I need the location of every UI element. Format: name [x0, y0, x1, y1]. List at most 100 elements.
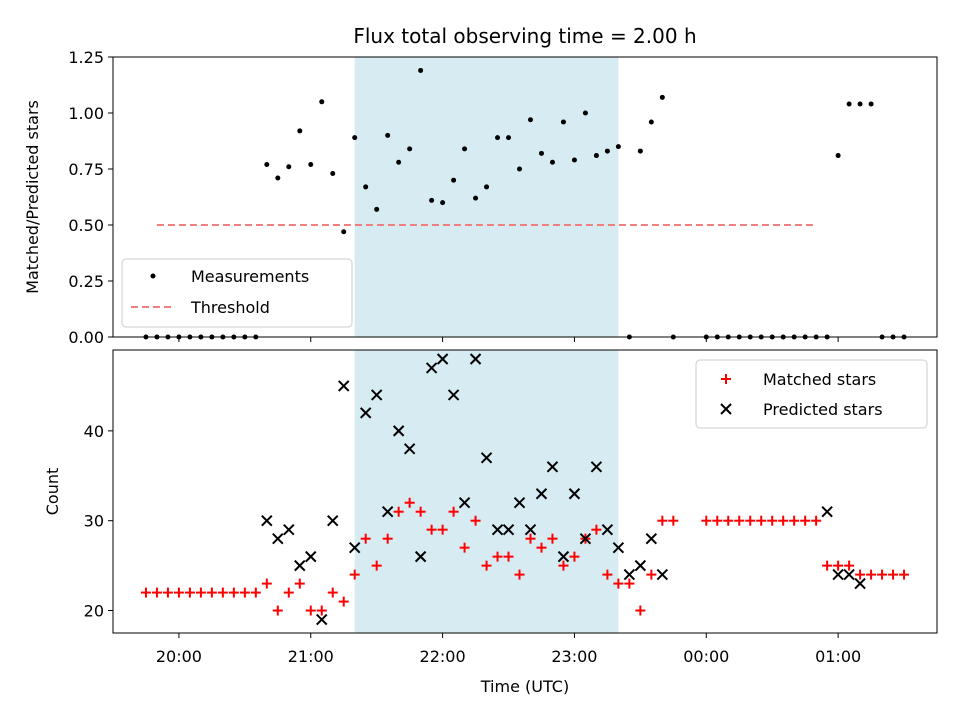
matched-star-point: [888, 569, 899, 580]
measurement-point: [857, 101, 863, 107]
matched-star-point: [228, 587, 239, 598]
matched-star-point: [437, 524, 448, 535]
top-y-tick-label: 0.50: [68, 216, 104, 235]
bottom-x-tick-label: 00:00: [683, 647, 729, 666]
matched-star-point: [195, 587, 206, 598]
matched-star-point: [514, 569, 525, 580]
predicted-star-point: [601, 523, 614, 536]
predicted-star-point: [305, 550, 317, 563]
bottom-x-axis-label: Time (UTC): [480, 677, 569, 696]
bottom-y-axis-label: Count: [43, 468, 62, 516]
matched-star-point: [426, 524, 437, 535]
measurement-point: [385, 132, 391, 138]
matched-star-point: [151, 587, 162, 598]
matched-star-point: [734, 515, 745, 526]
predicted-star-point: [370, 389, 383, 401]
bottom-observing-window: [354, 350, 619, 633]
matched-star-point: [173, 587, 184, 598]
matched-star-point: [470, 515, 481, 526]
measurement-point: [604, 148, 610, 154]
matched-star-point: [613, 578, 624, 589]
predicted-star-point: [623, 568, 636, 581]
matched-star-point: [778, 515, 789, 526]
measurement-point: [506, 135, 512, 141]
matched-star-point: [239, 587, 250, 598]
predicted-star-point: [272, 532, 284, 545]
measurement-point: [462, 146, 468, 152]
matched-star-point: [789, 515, 800, 526]
measurement-point: [451, 177, 457, 183]
matched-star-point: [624, 578, 635, 589]
legend-measurements-label: Measurements: [191, 267, 309, 286]
predicted-star-point: [480, 452, 493, 464]
matched-star-point: [899, 569, 910, 580]
top-y-tick-label: 1.25: [68, 48, 104, 67]
predicted-star-point: [348, 541, 361, 554]
matched-star-point: [327, 587, 338, 598]
matched-star-point: [767, 515, 778, 526]
top-chart-title: Flux total observing time = 2.00 h: [353, 24, 696, 48]
legend-matched-label: Matched stars: [763, 370, 876, 389]
measurement-point: [297, 128, 303, 134]
predicted-star-point: [579, 532, 592, 545]
predicted-star-point: [327, 514, 339, 527]
top-y-tick-label: 1.00: [68, 104, 104, 123]
matched-star-point: [316, 605, 327, 616]
predicted-star-point: [359, 407, 372, 419]
predicted-star-point: [458, 497, 471, 509]
predicted-star-point: [634, 559, 647, 572]
predicted-star-point: [656, 568, 669, 581]
measurement-point: [582, 110, 588, 116]
predicted-star-point: [447, 389, 460, 401]
predicted-star-point: [403, 443, 416, 455]
matched-star-point: [866, 569, 877, 580]
matched-star-point: [448, 506, 459, 517]
measurement-point: [495, 135, 501, 141]
measurement-point: [473, 195, 479, 201]
measurement-point: [286, 164, 292, 170]
matched-star-point: [272, 605, 283, 616]
bottom-x-tick-label: 20:00: [156, 647, 202, 666]
measurement-point: [429, 197, 435, 203]
matched-star-point: [756, 515, 767, 526]
predicted-star-point: [568, 488, 581, 500]
matched-star-point: [833, 560, 844, 571]
top-legend-box: [121, 258, 353, 328]
measurement-point: [308, 162, 314, 168]
predicted-star-point: [645, 532, 658, 545]
legend-matched-marker: [721, 374, 731, 384]
predicted-star-point: [338, 380, 350, 392]
top-y-tick-label: 0.75: [68, 160, 104, 179]
predicted-star-point: [469, 353, 482, 365]
bottom-x-tick-label: 23:00: [551, 647, 597, 666]
measurement-point: [868, 101, 874, 107]
measurement-point: [538, 150, 544, 156]
predicted-star-point: [832, 568, 844, 581]
measurement-point: [418, 67, 424, 73]
top-y-tick-label: 0.00: [68, 328, 104, 347]
predicted-star-point: [502, 523, 515, 536]
measurement-point: [484, 184, 490, 190]
measurement-point: [264, 162, 270, 168]
matched-star-point: [404, 497, 415, 508]
matched-star-point: [811, 515, 822, 526]
bottom-x-tick-label: 01:00: [815, 647, 861, 666]
measurement-point: [549, 159, 555, 165]
top-plot-frame: [112, 56, 938, 338]
top-y-tick-label: 0.25: [68, 272, 104, 291]
bottom-plot-frame: [112, 349, 938, 634]
matched-star-point: [855, 569, 866, 580]
matched-star-point: [492, 551, 503, 562]
measurement-point: [330, 170, 336, 176]
measurement-point: [275, 175, 281, 181]
measurement-point: [648, 119, 654, 125]
matched-star-point: [382, 533, 393, 544]
predicted-star-point: [283, 523, 295, 536]
top-observing-window: [354, 57, 619, 337]
measurement-point: [517, 166, 523, 172]
matched-star-point: [569, 551, 580, 562]
measurement-point: [363, 184, 369, 190]
measurement-point: [835, 153, 841, 159]
measurement-point: [407, 146, 413, 152]
measurement-point: [396, 159, 402, 165]
